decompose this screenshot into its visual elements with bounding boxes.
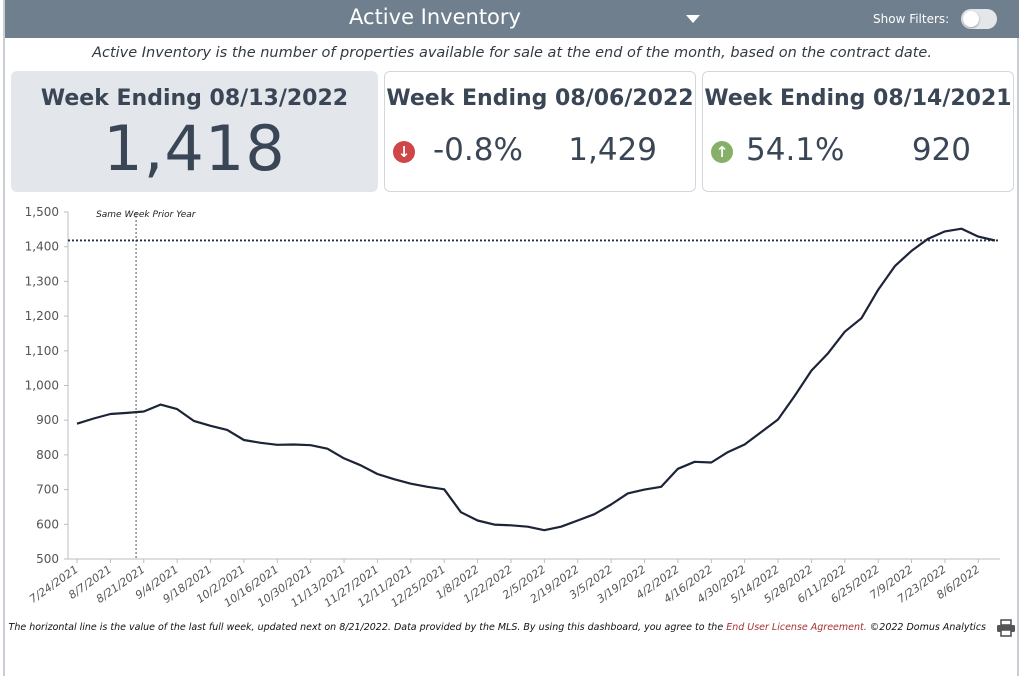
y-tick-label: 800 <box>36 448 59 462</box>
page-subtitle: Active Inventory is the number of proper… <box>92 45 932 61</box>
y-tick-label: 500 <box>36 552 59 566</box>
card-prior-week-label: Week Ending 08/06/2022 <box>386 86 694 111</box>
dashboard-frame <box>3 0 1019 676</box>
y-tick-label: 900 <box>36 413 59 427</box>
y-tick-label: 700 <box>36 483 59 497</box>
header-bar: Active Inventory Show Filters: <box>5 0 1019 38</box>
card-prior-year-value: 920 <box>911 132 971 168</box>
eula-link[interactable]: End User License Agreement. <box>726 622 867 633</box>
series-line-active-inventory <box>76 227 996 532</box>
printer-icon[interactable] <box>996 619 1016 637</box>
y-tick-label: 600 <box>36 517 59 531</box>
card-prior-year-change: 54.1% <box>746 132 845 168</box>
card-prior-week-change: -0.8% <box>433 132 523 168</box>
arrow-up-circle-icon: ↑ <box>711 141 733 163</box>
y-tick-label: 1,300 <box>25 274 59 288</box>
title-dropdown-caret-icon[interactable] <box>686 15 700 23</box>
prior-year-annotation: Same Week Prior Year <box>96 210 197 220</box>
y-tick-label: 1,400 <box>25 240 59 254</box>
card-current-week: Week Ending 08/13/2022 1,418 <box>11 71 378 192</box>
card-prior-year: Week Ending 08/14/2021 ↑ 54.1% 920 <box>702 71 1014 192</box>
card-prior-week: Week Ending 08/06/2022 ↓ -0.8% 1,429 <box>384 71 696 192</box>
card-current-label: Week Ending 08/13/2022 <box>40 86 349 111</box>
show-filters-label: Show Filters: <box>873 12 950 26</box>
footer-note: The horizontal line is the value of the … <box>0 622 986 633</box>
y-tick-label: 1,200 <box>25 309 59 323</box>
card-prior-year-label: Week Ending 08/14/2021 <box>704 86 1012 111</box>
footer-text: The horizontal line is the value of the … <box>8 622 727 633</box>
y-tick-label: 1,000 <box>25 379 59 393</box>
arrow-down-circle-icon: ↓ <box>393 141 415 163</box>
y-tick-label: 1,500 <box>25 205 59 219</box>
y-tick-label: 1,100 <box>25 344 59 358</box>
card-current-value: 1,418 <box>103 112 286 185</box>
show-filters-toggle[interactable] <box>961 9 997 29</box>
header-title: Active Inventory <box>349 5 521 29</box>
card-prior-week-value: 1,429 <box>568 132 657 168</box>
footer-copyright: ©2022 Domus Analytics <box>866 622 986 633</box>
toggle-knob <box>963 11 979 27</box>
inventory-line-chart: 500 600 700 800 900 1,000 1,100 1,200 1,300 1,400… <box>25 205 1000 610</box>
